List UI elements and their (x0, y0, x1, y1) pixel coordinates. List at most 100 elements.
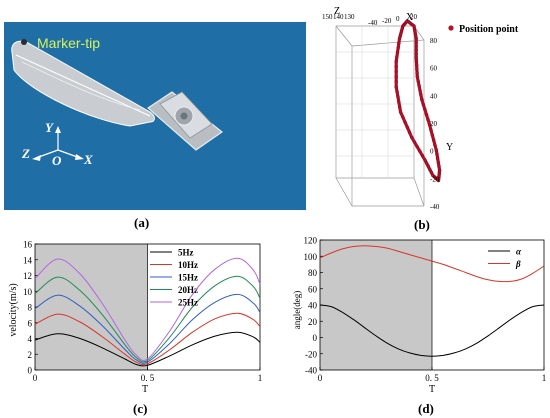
triad-y-arrowhead (55, 126, 61, 133)
legend-label: β (515, 259, 521, 269)
series-line (319, 304, 545, 357)
position-point (436, 160, 440, 165)
position-point (426, 117, 430, 122)
position-point (396, 46, 400, 50)
position-point (414, 40, 418, 45)
y-tick-label: 0 (313, 333, 318, 343)
position-point (426, 164, 430, 169)
position-point (414, 56, 418, 60)
x-tick-label: -20 (382, 17, 392, 25)
triad-z-label: Z (21, 146, 30, 161)
triad-x-label: X (83, 152, 93, 167)
panel-b-legend: Position point (448, 24, 519, 35)
x-tick-label: 0 (396, 15, 400, 23)
y-tick-label: 12 (23, 271, 32, 281)
series-line (34, 331, 261, 367)
y-tick-label: 120 (304, 236, 318, 246)
position-point (429, 128, 433, 132)
position-point (410, 135, 414, 140)
y-tick-label: 0 (430, 148, 434, 156)
position-point (414, 59, 419, 64)
caption-b: (b) (414, 217, 430, 232)
wing-vein-curve (21, 61, 141, 111)
position-point (428, 167, 432, 172)
position-point (418, 149, 422, 153)
box-back-face (335, 25, 415, 179)
x-tick-label: 20 (410, 13, 418, 21)
y-tick-label: 60 (430, 65, 438, 73)
caption-c: (c) (133, 401, 147, 416)
legend-label: 15Hz (178, 273, 198, 283)
marker-tip-label: Marker-tip (37, 35, 100, 51)
series-line (319, 245, 545, 283)
x-tick-label: 1 (542, 373, 547, 383)
z-tick-label: 140 (333, 13, 344, 21)
panel-d-xlabel: T (429, 384, 435, 395)
position-point (415, 63, 419, 68)
position-point (418, 88, 422, 93)
axes-triad (32, 126, 84, 161)
y-tick-label: 20 (308, 317, 318, 327)
panel-d: -40 -20 0 20 40 60 80 100 120 0 0. 5 1 αβ (304, 236, 547, 384)
position-point (395, 55, 399, 59)
legend-label: 10Hz (178, 260, 198, 270)
y-tick-label: 80 (308, 268, 318, 278)
position-point (397, 41, 401, 45)
panel-b-z-axis-label: Z (334, 6, 340, 17)
y-tick-label: 80 (430, 37, 438, 45)
position-point (423, 158, 427, 163)
legend-marker (448, 25, 454, 31)
x-tick-label: 0 (33, 373, 38, 383)
caption-a: (a) (134, 215, 149, 230)
x-tick-label: 1 (258, 373, 263, 383)
series-line (34, 293, 261, 364)
wing-vein-line (15, 54, 151, 117)
y-tick-label: -40 (430, 203, 440, 211)
y-tick-label: 100 (304, 252, 318, 262)
z-tick-label: 130 (344, 13, 355, 21)
y-tick-label: -20 (430, 175, 440, 183)
position-point (423, 107, 427, 112)
position-point (434, 148, 438, 152)
wing-shape (11, 40, 155, 127)
y-tick-label: 6 (28, 318, 33, 328)
series-line (34, 312, 261, 366)
position-point (405, 125, 409, 130)
position-point (404, 20, 409, 24)
position-point (419, 93, 423, 97)
position-point (416, 79, 420, 83)
legend-label: α (516, 247, 522, 257)
x-tick-label: 0. 5 (425, 373, 439, 383)
position-point (427, 123, 432, 127)
position-point (407, 130, 412, 135)
position-point (431, 173, 435, 178)
box-left-edge (335, 25, 353, 47)
position-point (435, 152, 439, 156)
position-point (395, 50, 400, 54)
box-bottom-face (335, 177, 424, 207)
position-point (394, 59, 398, 64)
position-point (421, 102, 426, 107)
position-point (394, 79, 398, 84)
position-point (433, 143, 437, 147)
position-point (435, 156, 440, 160)
position-point (414, 37, 418, 41)
position-point (394, 64, 398, 69)
legend-label: 20Hz (178, 285, 198, 295)
caption-d: (d) (418, 401, 434, 416)
panel-c-ylabel: velocity(m/s) (8, 283, 19, 336)
mechanism-gear-hub (180, 112, 188, 120)
box-grid-lines (336, 26, 414, 178)
legend-label: 5Hz (178, 248, 194, 258)
marker-tip-dot (21, 39, 27, 45)
position-point (397, 100, 401, 104)
series-line (34, 257, 261, 362)
position-point (398, 105, 402, 109)
position-point (414, 44, 418, 48)
position-point (429, 170, 434, 175)
position-point (415, 67, 419, 71)
position-point (415, 74, 419, 79)
y-tick-label: 60 (308, 284, 318, 294)
